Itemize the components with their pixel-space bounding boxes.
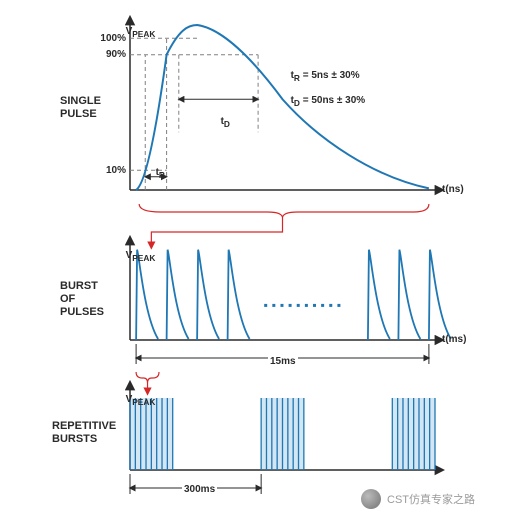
panel2-side-label: BURST OF PULSES — [60, 280, 104, 320]
panel3-dim-label: 300ms — [182, 484, 217, 496]
panel3-ylabel: VPEAK — [120, 382, 155, 407]
watermark-text: CST仿真专家之路 — [387, 491, 475, 507]
panel1-xlabel: t(ns) — [442, 184, 464, 196]
wechat-icon — [361, 489, 381, 509]
tR-label: tR — [150, 155, 165, 180]
watermark: CST仿真专家之路 — [361, 489, 475, 509]
tD-label: tD — [215, 104, 230, 129]
panel3-side-label: REPETITIVE BURSTS — [52, 420, 116, 446]
panel1-side-label: SINGLE PULSE — [60, 95, 101, 121]
figure: SINGLE PULSE t(ns) tR = 5ns ± 30% tD = 5… — [0, 0, 505, 515]
panel2-xlabel: t(ms) — [442, 334, 466, 346]
param-line2: tD = 50ns ± 30% — [291, 95, 366, 106]
panel2-ylabel: VPEAK — [120, 238, 155, 263]
panel1-params: tR = 5ns ± 30% tD = 50ns ± 30% — [285, 58, 365, 108]
ytick-100: 100% — [100, 33, 126, 45]
panel2-dim-label: 15ms — [268, 356, 298, 368]
ytick-10: 10% — [106, 165, 126, 177]
param-line1: tR = 5ns ± 30% — [291, 70, 360, 81]
ytick-90: 90% — [106, 49, 126, 61]
